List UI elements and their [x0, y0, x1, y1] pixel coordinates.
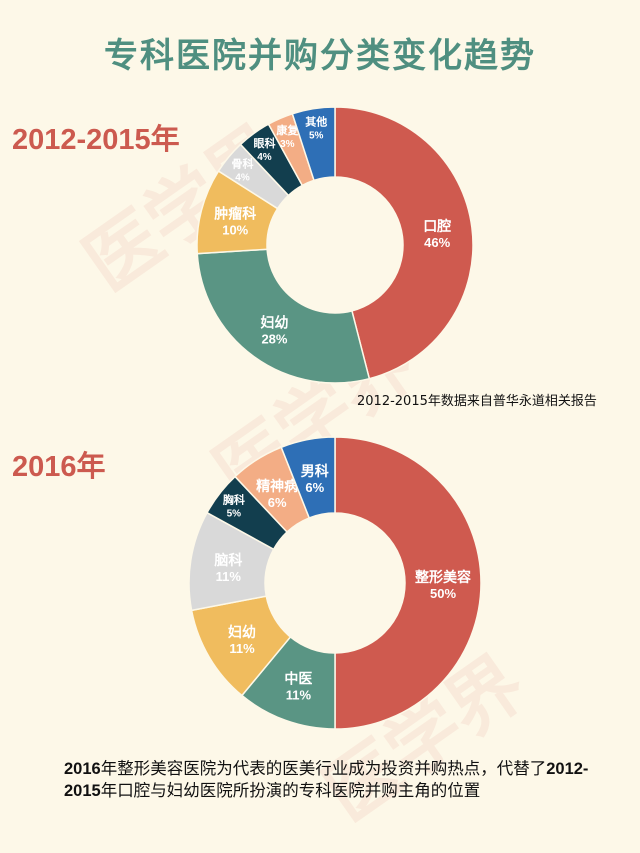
slice-value-1-3: 11% — [216, 569, 242, 584]
section-label-2016: 2016年 — [12, 451, 106, 483]
slice-label-0-1: 妇幼 — [259, 314, 288, 331]
source-note: 2012-2015年数据来自普华永道相关报告 — [357, 394, 597, 409]
slice-value-0-5: 3% — [280, 139, 295, 150]
slice-label-1-4: 胸科 — [223, 493, 245, 507]
slice-label-1-3: 脑科 — [214, 552, 242, 569]
slice-value-1-6: 6% — [305, 480, 324, 495]
slice-label-0-0: 口腔 — [423, 218, 451, 235]
slice-value-1-2: 11% — [229, 641, 255, 656]
slice-1-6 — [280, 436, 336, 519]
page-title: 专科医院并购分类变化趋势 — [104, 36, 536, 76]
slice-value-0-2: 10% — [222, 222, 248, 237]
slice-value-0-1: 28% — [261, 331, 287, 346]
slice-label-1-1: 中医 — [284, 671, 312, 688]
slice-0-6 — [291, 106, 336, 182]
slice-value-1-5: 6% — [268, 495, 287, 510]
slice-0-1 — [196, 248, 371, 384]
slice-label-1-0: 整形美容 — [414, 569, 471, 586]
slice-label-0-2: 肿瘤科 — [214, 205, 256, 222]
conclusion-period: 2012-2015 — [64, 760, 589, 800]
slice-value-1-0: 50% — [430, 586, 456, 601]
slice-value-0-4: 4% — [257, 152, 272, 163]
slice-1-0 — [334, 436, 482, 730]
slice-value-1-4: 5% — [227, 509, 242, 520]
slice-label-0-4: 眼科 — [253, 136, 275, 150]
section-label-2012-2015: 2012-2015年 — [12, 124, 180, 156]
slice-label-0-5: 康复 — [276, 123, 299, 137]
conclusion-text: 2016年整形美容医院为代表的医美行业成为投资并购热点，代替了2012-2015… — [64, 758, 612, 802]
conclusion-year: 2016 — [64, 760, 101, 778]
slice-0-0 — [334, 106, 474, 380]
slice-label-0-6: 其他 — [305, 114, 327, 128]
slice-value-0-6: 5% — [309, 130, 324, 141]
slice-label-0-3: 骨科 — [232, 157, 254, 171]
slice-value-0-0: 46% — [424, 235, 450, 250]
conclusion-part4: 年口腔与妇幼医院所扮演的专科医院并购主角的位置 — [100, 781, 481, 800]
slice-label-1-6: 男科 — [301, 463, 329, 480]
conclusion-part2: 年整形美容医院为代表的医美行业成为投资并购热点，代替了 — [100, 759, 547, 778]
slice-label-1-2: 妇幼 — [227, 624, 256, 641]
slice-label-1-5: 精神病 — [256, 478, 298, 495]
slice-value-0-3: 4% — [235, 173, 250, 184]
slice-value-1-1: 11% — [286, 688, 312, 703]
